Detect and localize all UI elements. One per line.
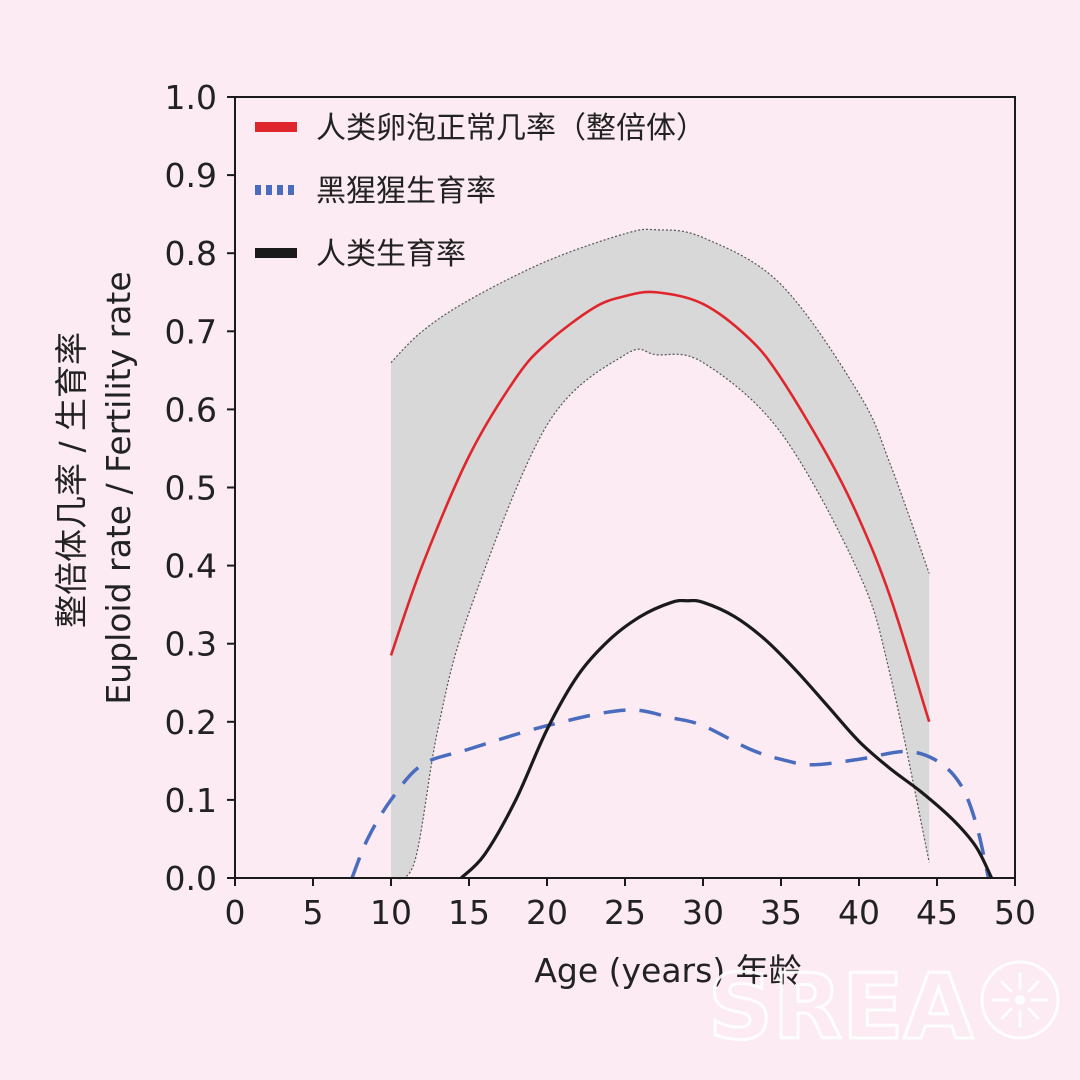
y-tick-label: 0.0	[165, 859, 217, 898]
y-tick-label: 0.7	[165, 312, 217, 351]
series-lines	[350, 290, 994, 880]
y-tick-label: 0.9	[165, 156, 217, 195]
band-upper-edge	[390, 228, 930, 574]
x-tick-label: 20	[526, 893, 568, 932]
human-fertility-line	[460, 598, 994, 880]
watermark-sun-icon	[980, 960, 1060, 1040]
x-tick-label: 35	[760, 893, 802, 932]
y-axis: 0.0 0.1 0.2 0.3 0.4 0.5 0.6 0.7 0.8 0.9 1.0	[165, 78, 235, 898]
legend-label-chimp: 黑猩猩生育率	[316, 174, 496, 209]
x-tick-label: 5	[303, 893, 324, 932]
y-tick-label: 0.3	[165, 625, 217, 664]
euploid-rate-line	[389, 290, 931, 723]
x-tick-label: 15	[448, 893, 490, 932]
y-tick-label: 1.0	[165, 78, 217, 117]
y-tick-label: 0.2	[165, 703, 217, 742]
legend-label-human: 人类生育率	[316, 237, 466, 272]
x-axis-title: Age (years) 年龄	[534, 951, 801, 990]
watermark: SREA	[707, 954, 1060, 1062]
x-tick-label: 25	[604, 893, 646, 932]
x-tick-label: 30	[682, 893, 724, 932]
y-tick-label: 0.1	[165, 781, 217, 820]
x-tick-label: 50	[994, 893, 1036, 932]
x-tick-label: 45	[916, 893, 958, 932]
legend-label-euploid: 人类卵泡正常几率（整倍体）	[316, 111, 706, 146]
y-tick-label: 0.5	[165, 469, 217, 508]
x-tick-label: 10	[370, 893, 412, 932]
y-tick-label: 0.8	[165, 234, 217, 273]
watermark-text: SREA	[708, 955, 974, 1060]
chimp-fertility-line	[350, 708, 991, 879]
y-tick-label: 0.6	[165, 390, 217, 429]
x-axis: 0 5 10 15 20 25 30 35 40 45 50	[225, 878, 1036, 932]
x-tick-label: 0	[225, 893, 246, 932]
x-tick-label: 40	[838, 893, 880, 932]
band-fill	[391, 229, 930, 879]
y-tick-label: 0.4	[165, 547, 217, 586]
y-axis-title-line2: Euploid rate / Fertility rate	[99, 271, 138, 704]
y-axis-title-line1: 整倍体几率 / 生育率	[52, 332, 91, 628]
confidence-band	[390, 228, 930, 880]
